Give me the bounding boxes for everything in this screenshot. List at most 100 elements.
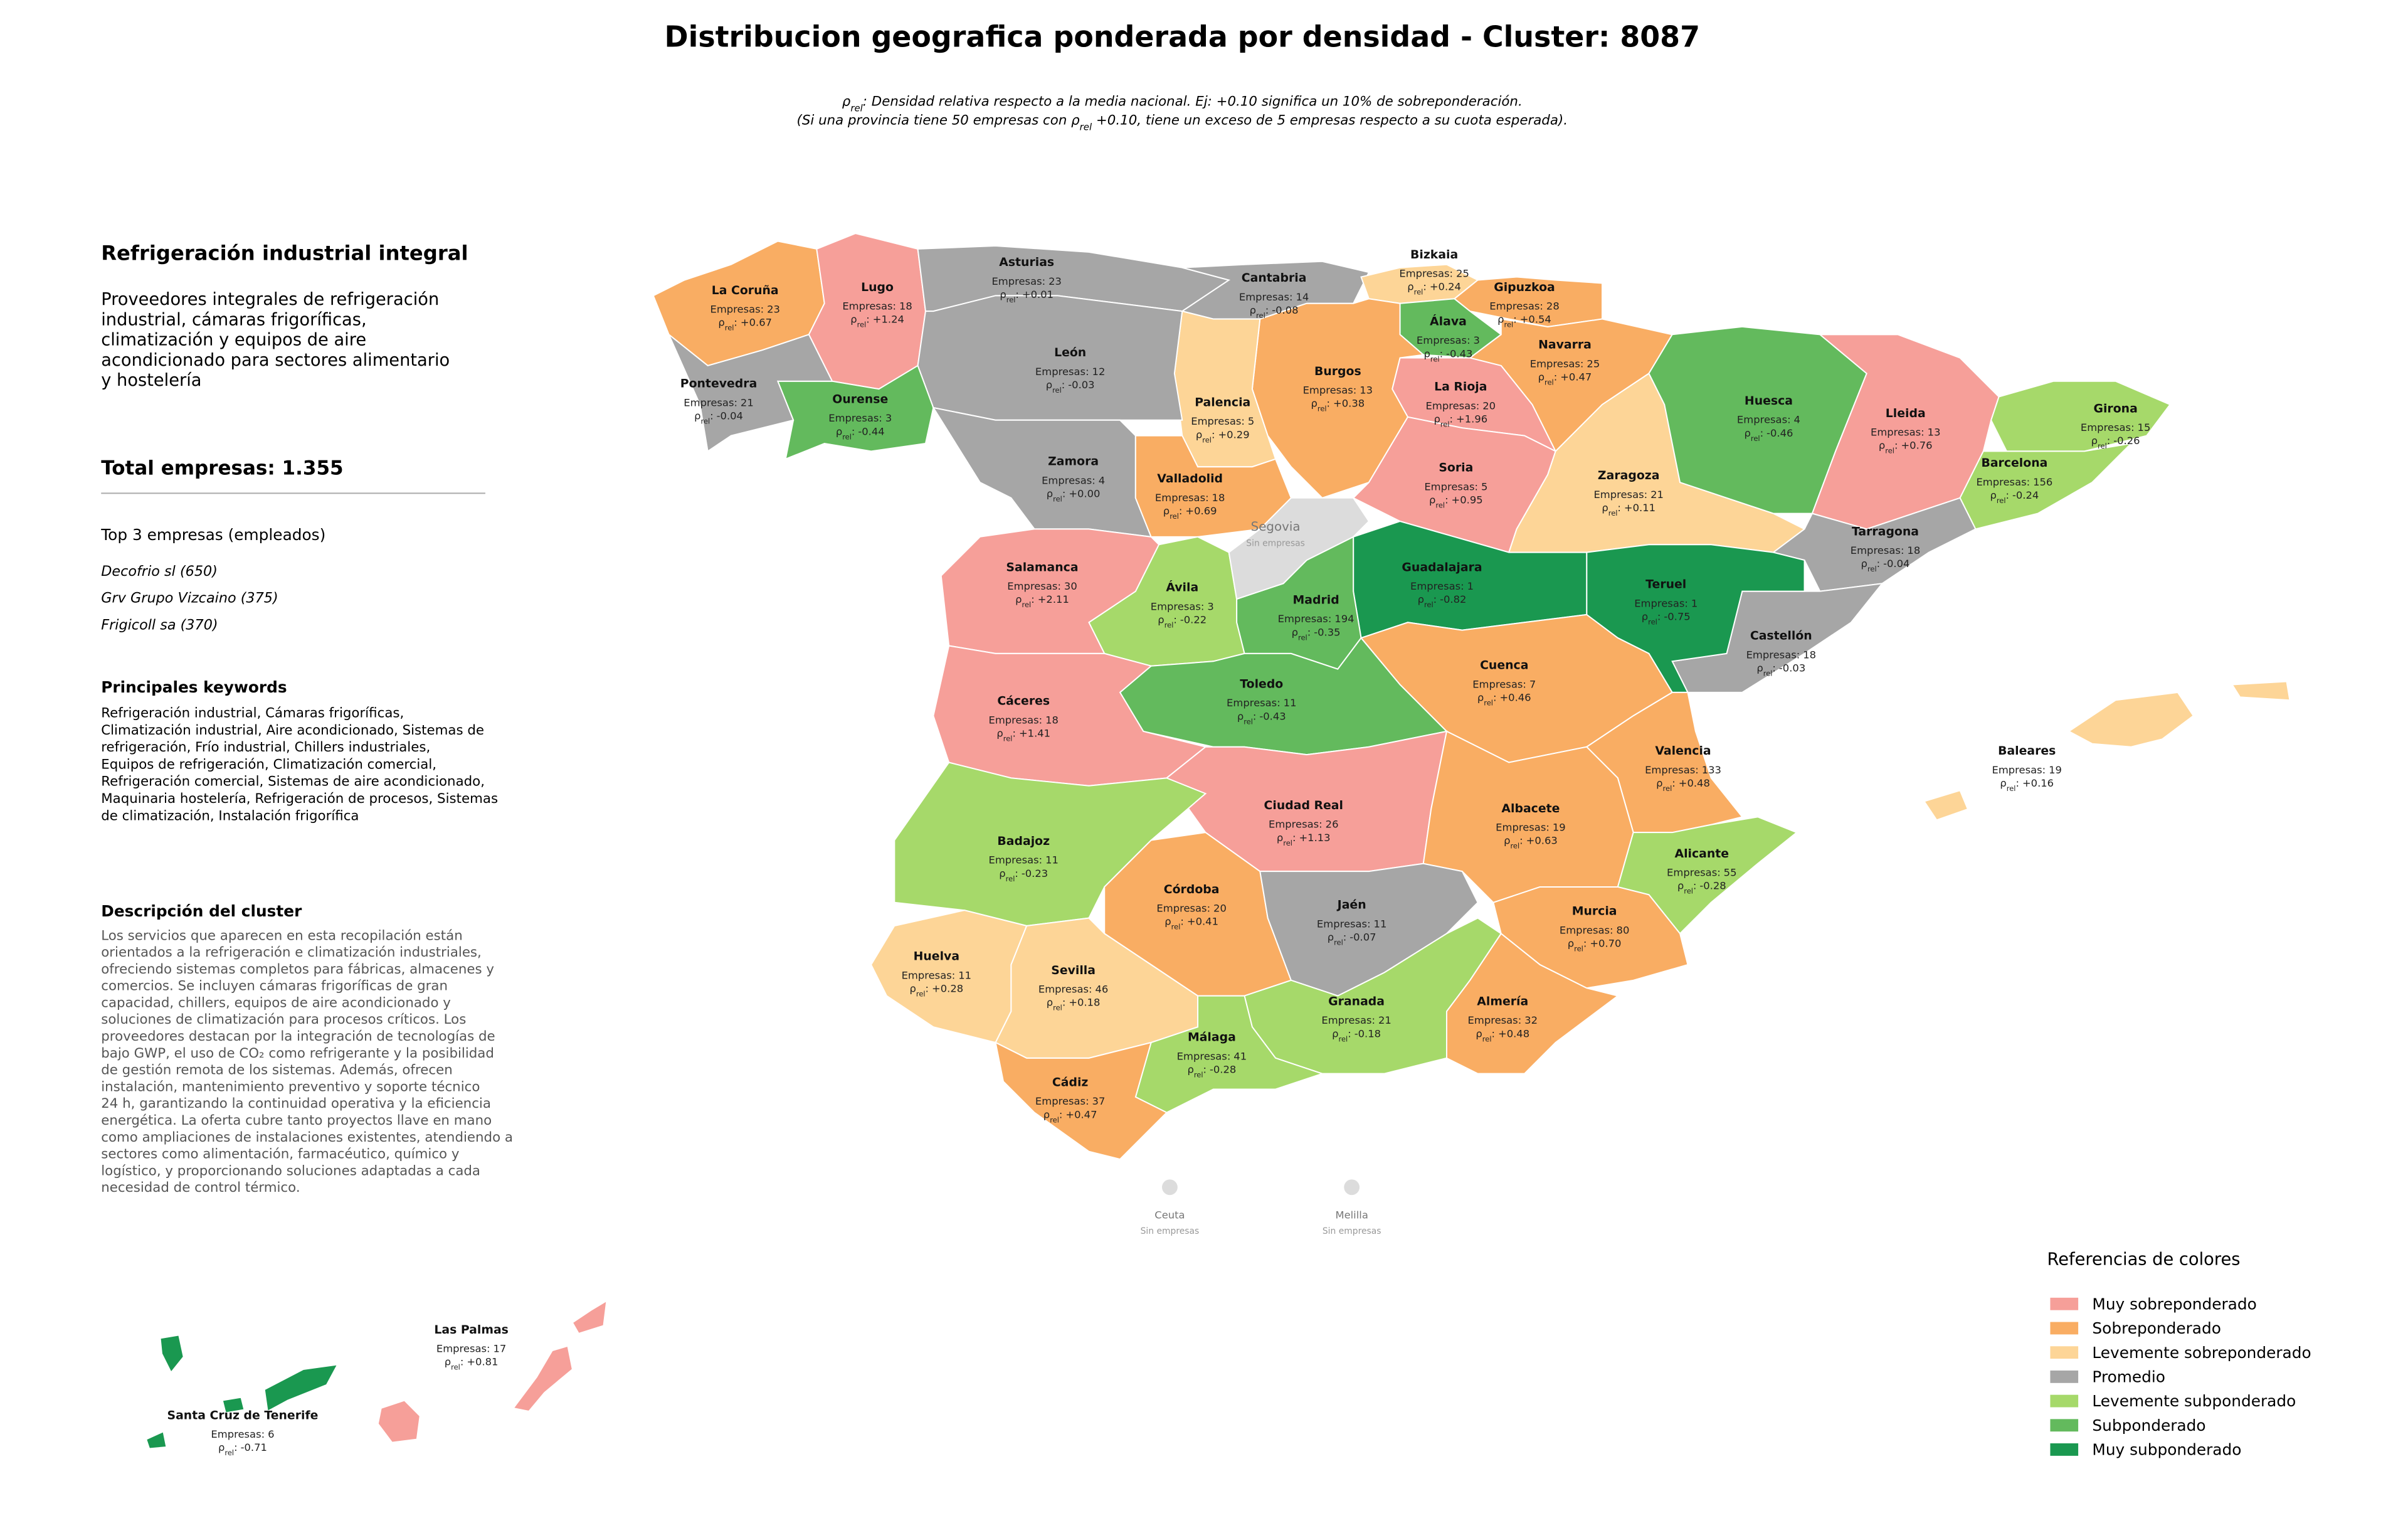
province-shape — [2231, 681, 2291, 701]
rho-separator: : — [1179, 505, 1183, 517]
rho-subscript: rel — [2007, 784, 2016, 793]
rho-separator: : — [1062, 997, 1066, 1009]
province-rho: ρrel: -0.03 — [1046, 379, 1095, 395]
rho-value: +0.28 — [932, 982, 963, 994]
rho-separator: : — [1423, 281, 1427, 293]
count-label: Empresas: — [2081, 422, 2135, 433]
province-shape — [1772, 497, 1977, 592]
rho-symbol: ρ — [1477, 692, 1484, 704]
count-label: Empresas: — [1746, 649, 1800, 661]
rho-subscript: rel — [842, 432, 852, 441]
count-value: 26 — [1326, 819, 1339, 830]
rho-subscript: rel — [1885, 447, 1894, 455]
count-label: Empresas: — [1667, 867, 1721, 879]
province-count: Empresas: 14 — [1239, 291, 1309, 303]
rho-separator: : — [1554, 371, 1558, 383]
province-rho: ρrel: -0.24 — [1990, 489, 2039, 505]
province-shape — [1990, 380, 2172, 452]
rho-subscript: rel — [1171, 923, 1181, 931]
province-name: Salamanca — [1006, 561, 1078, 574]
count-value: 30 — [1064, 580, 1077, 592]
province-count: Empresas: 23 — [710, 304, 779, 316]
rho-subscript: rel — [1194, 1070, 1203, 1079]
count-label: Empresas: — [710, 304, 764, 316]
province-rho: ρrel: -0.03 — [1756, 662, 1805, 677]
province-count: Empresas: 19 — [1992, 764, 2062, 776]
title: Distribucion geografica ponderada por de… — [665, 19, 1700, 53]
count-value: 6 — [268, 1428, 274, 1440]
rho-value: +1.24 — [873, 314, 904, 326]
rho-symbol: ρ — [1277, 832, 1283, 844]
province-shape — [512, 1345, 573, 1413]
count-label: Empresas: — [1496, 822, 1550, 834]
rho-separator: : — [866, 314, 870, 326]
count-label: Empresas: — [828, 412, 882, 424]
count-value: 19 — [1553, 822, 1566, 834]
province-count: Empresas: 18 — [1746, 649, 1816, 661]
count-value: 1 — [1467, 580, 1474, 592]
panel-description-line: logístico, y proporcionando soluciones a… — [101, 1163, 480, 1179]
province-name: Málaga — [1188, 1031, 1236, 1044]
count-label: Empresas: — [1593, 489, 1647, 501]
panel-description-line: capacidad, chillers, equipos de aire aco… — [101, 995, 451, 1011]
count-label: Empresas: — [211, 1428, 265, 1440]
rho-value: +0.01 — [1022, 289, 1054, 300]
count-value: 20 — [1482, 400, 1496, 411]
province-count: Empresas: 11 — [1317, 918, 1386, 930]
rho-subscript: rel — [2098, 442, 2107, 450]
count-value: 4 — [1794, 414, 1800, 426]
rho-subscript: rel — [1052, 386, 1062, 395]
province-name: Almería — [1477, 995, 1528, 1008]
province-shape — [932, 406, 1153, 538]
rho-symbol: ρ — [1196, 428, 1202, 440]
rho-value: +0.76 — [1901, 440, 1932, 452]
rho-symbol: ρ — [1163, 505, 1170, 517]
rho-symbol: ρ — [1043, 1108, 1050, 1120]
province-shape — [668, 334, 833, 453]
province-rho: ρrel: +0.70 — [1568, 937, 1622, 953]
rho-separator: : — [1327, 398, 1331, 410]
no-data-name: Melilla — [1335, 1209, 1368, 1221]
count-value: 20 — [1213, 903, 1227, 915]
rho-subscript: rel — [1414, 288, 1423, 297]
legend-swatch — [2050, 1370, 2079, 1383]
count-value: 3 — [1474, 334, 1480, 346]
province-name: Badajoz — [997, 835, 1050, 848]
rho-separator: : — [234, 1441, 238, 1453]
province-count: Empresas: 30 — [1007, 580, 1077, 592]
province-count: Empresas: 7 — [1472, 678, 1536, 690]
count-value: 18 — [1803, 649, 1816, 661]
panel-top-company: Grv Grupo Vizcaino (375) — [101, 590, 278, 607]
province-count: Empresas: 41 — [1177, 1050, 1247, 1062]
count-value: 7 — [1529, 678, 1536, 690]
rho-value: +2.11 — [1038, 593, 1069, 605]
province-rho: ρrel: +0.16 — [2000, 777, 2054, 793]
rho-subscript: rel — [1482, 1034, 1492, 1043]
province-rho: ρrel: +0.00 — [1047, 488, 1101, 504]
rho-value: -0.35 — [1314, 626, 1340, 638]
no-data-name: Ceuta — [1154, 1209, 1185, 1221]
province-count: Empresas: 12 — [1035, 366, 1105, 378]
rho-symbol: ρ — [1424, 348, 1430, 359]
count-label: Empresas: — [1634, 597, 1688, 609]
province-count: Empresas: 46 — [1038, 984, 1108, 995]
legend-swatch — [2050, 1394, 2079, 1408]
panel-description-line: comercios. Se incluyen cámaras frigorífi… — [101, 979, 448, 994]
province-name: La Coruña — [712, 284, 779, 297]
province-name: Álava — [1430, 314, 1467, 328]
province-rho: ρrel: -0.04 — [694, 410, 743, 426]
legend-swatch — [2050, 1297, 2079, 1310]
province-name: Albacete — [1501, 802, 1560, 815]
rho-separator: : — [1434, 593, 1437, 605]
rho-separator: : — [1493, 692, 1497, 704]
rho-symbol: ρ — [1046, 379, 1052, 391]
legend-swatch — [2050, 1443, 2079, 1456]
count-label: Empresas: — [991, 275, 1045, 287]
rho-symbol: ρ — [1568, 937, 1574, 949]
province-count: Empresas: 18 — [1851, 544, 1920, 556]
province-shape — [263, 1364, 339, 1413]
count-value: 194 — [1334, 613, 1354, 625]
rho-value: -0.43 — [1259, 710, 1286, 722]
panel-heading: Refrigeración industrial integral — [101, 241, 468, 265]
legend-label: Subponderado — [2092, 1416, 2205, 1435]
